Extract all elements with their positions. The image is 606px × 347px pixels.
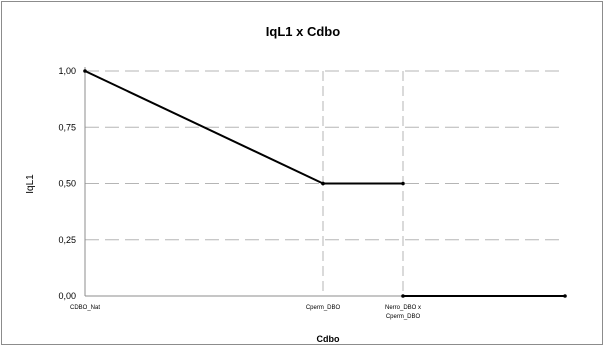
chart-title: IqL1 x Cdbo — [266, 24, 340, 39]
y-tick-label: 0,25 — [58, 235, 76, 245]
x-axis-label: Cdbo — [317, 334, 340, 344]
y-tick-label: 1,00 — [58, 66, 76, 76]
x-tick-label: Nerro_DBO x Cperm_DBO — [385, 305, 421, 320]
data-point — [401, 294, 405, 298]
x-tick-label: Cperm_DBO — [306, 305, 341, 311]
y-tick-label: 0,75 — [58, 122, 76, 132]
data-point — [321, 181, 325, 186]
x-tick-label: CDBO_Nat — [70, 305, 100, 311]
data-point — [83, 69, 87, 73]
data-point — [563, 294, 567, 298]
y-tick-label: 0,00 — [58, 291, 76, 301]
y-tick-label: 0,50 — [58, 179, 76, 189]
series-line-1 — [84, 70, 324, 185]
y-axis-label: IqL1 — [25, 174, 36, 194]
data-point — [401, 181, 405, 186]
